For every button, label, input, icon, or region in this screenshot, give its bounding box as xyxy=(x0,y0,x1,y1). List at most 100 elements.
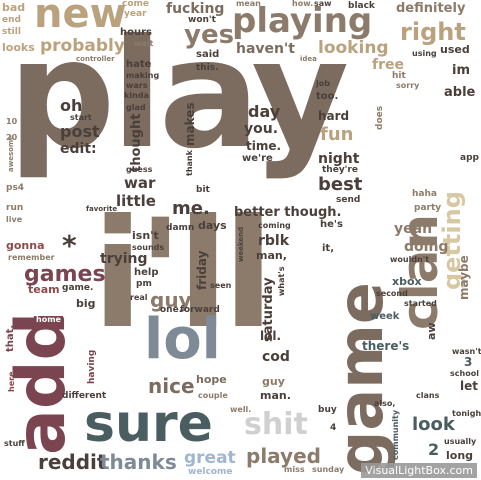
word-theres: there's xyxy=(362,339,410,353)
word-man2: man. xyxy=(260,389,291,402)
word-ten: 10 xyxy=(6,117,18,126)
word-does: does xyxy=(375,105,385,130)
word-live: live xyxy=(6,215,23,224)
word-come: come xyxy=(122,0,149,9)
word-run: run xyxy=(6,203,24,213)
word-free: free xyxy=(372,57,404,73)
word-couple: couple xyxy=(198,391,228,400)
word-forward: forward xyxy=(180,305,220,315)
watermark[interactable]: VisualLightBox.com xyxy=(361,463,477,478)
word-saw: saw xyxy=(314,0,332,8)
word-post: post xyxy=(60,122,100,141)
word-xbox: xbox xyxy=(392,275,422,288)
word-also: also, xyxy=(374,399,396,408)
word-wasnt: wasn't xyxy=(452,347,481,356)
word-fun: fun xyxy=(320,124,354,145)
word-isnt: isn't xyxy=(132,229,159,242)
word-sorry: sorry xyxy=(396,81,420,90)
word-different: different xyxy=(62,391,107,401)
word-definitely: definitely xyxy=(396,1,466,16)
word-shit: shit xyxy=(244,407,308,442)
word-hit: hit xyxy=(392,71,406,81)
word-said: said xyxy=(196,49,220,60)
word-wouldnt: wouldn't xyxy=(390,255,430,264)
word-im: im xyxy=(452,63,471,78)
word-lol: lol xyxy=(144,307,221,372)
word-glad: glad xyxy=(126,103,146,112)
word-this: this. xyxy=(196,63,219,73)
word-four: 4 xyxy=(330,423,337,433)
word-started: started xyxy=(404,299,437,308)
word-controller: controller xyxy=(76,55,115,63)
word-black: black xyxy=(348,1,375,11)
word-how: how. xyxy=(292,0,314,8)
word-right: right xyxy=(400,18,466,46)
word-reddit: reddit xyxy=(38,450,107,474)
word-better-though: better though. xyxy=(234,205,342,220)
word-set: set xyxy=(176,339,189,347)
word-let: let xyxy=(460,379,478,393)
word-days: days xyxy=(198,219,227,232)
word-remember: remember xyxy=(8,253,55,262)
word-ill: i'll xyxy=(92,188,274,362)
word-playing: playing xyxy=(232,1,373,41)
word-games: games xyxy=(24,262,106,287)
word-havent: haven't xyxy=(236,41,295,57)
word-haha: haha xyxy=(412,189,437,199)
word-were: we're xyxy=(242,153,273,164)
word-gonna: gonna xyxy=(6,239,45,252)
word-hope: hope xyxy=(196,373,227,386)
word-hes: he's xyxy=(320,219,343,230)
word-week: week xyxy=(370,311,400,322)
word-wont: won't xyxy=(188,15,216,25)
word-making: making xyxy=(126,71,160,80)
word-cod: cod xyxy=(262,349,290,365)
word-app: app xyxy=(460,153,479,163)
word-it: it, xyxy=(322,243,335,254)
word-friday: friday xyxy=(195,250,209,290)
word-job: job xyxy=(316,79,330,88)
word-buy: buy xyxy=(318,405,337,415)
word-sure: sure xyxy=(84,394,213,454)
word-idea: idea xyxy=(300,55,317,63)
word-rblk: rblk xyxy=(258,233,290,249)
word-war: war xyxy=(124,174,156,192)
word-two: 2 xyxy=(428,440,440,459)
word-long: long xyxy=(446,449,474,462)
word-doing: doing xyxy=(404,239,449,255)
word-favorite: favorite xyxy=(86,205,118,213)
word-yeah: yeah xyxy=(394,221,433,237)
word-oh: oh xyxy=(60,96,83,115)
word-guess: guess xyxy=(126,165,153,174)
word-wars: wars xyxy=(126,81,148,90)
word-help: help xyxy=(134,267,159,278)
word-second: second xyxy=(376,289,408,298)
word-makes: makes xyxy=(183,102,197,146)
word-seen: seen xyxy=(210,281,232,290)
word-year: year xyxy=(124,9,147,19)
word-pm: pm xyxy=(136,279,152,289)
word-new: new xyxy=(34,0,127,37)
word-big: big xyxy=(76,297,96,310)
word-lol2: lol. xyxy=(260,329,282,343)
word-hard: hard xyxy=(318,109,350,123)
word-bad: bad xyxy=(2,1,26,14)
word-end: end xyxy=(2,15,21,25)
word-twenty: 20 xyxy=(6,133,18,142)
word-best: best xyxy=(318,174,363,195)
word-tonight: tonight xyxy=(452,409,481,418)
word-fucking: fucking xyxy=(166,1,225,17)
word-hate: hate xyxy=(126,59,152,70)
word-send: send xyxy=(336,195,361,205)
word-bit: bit xyxy=(196,185,210,195)
word-sounds: sounds xyxy=(132,243,165,252)
word-welcome: welcome xyxy=(188,467,233,477)
word-theyre: they're xyxy=(322,165,358,175)
word-three: 3 xyxy=(464,355,473,369)
word-play: play xyxy=(8,8,349,182)
word-using: using xyxy=(412,49,437,58)
word-maybe: maybe xyxy=(457,255,471,300)
word-game2: game. xyxy=(62,283,94,293)
word-trying: trying xyxy=(100,251,148,267)
